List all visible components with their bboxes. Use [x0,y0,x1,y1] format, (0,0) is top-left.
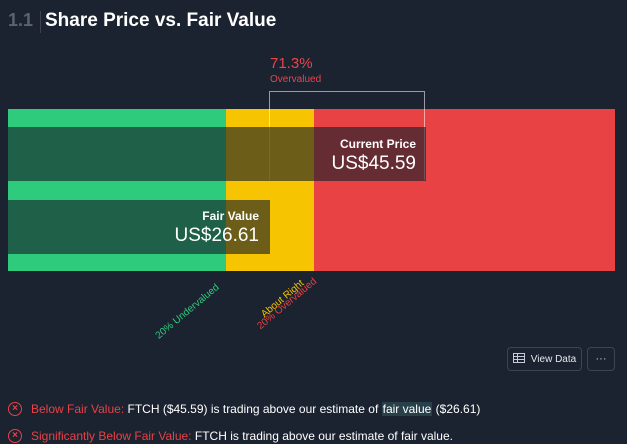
more-options-button[interactable]: ··· [587,347,615,371]
current-price-value: US$45.59 [331,153,416,174]
section-number: 1.1 [8,10,34,30]
check-significantly-below-fair-value: × Significantly Below Fair Value: FTCH i… [8,429,453,443]
fair-value-bar [8,200,270,254]
fair-value-label: Fair Value [202,209,259,223]
check-text-tail: ($26.61) [435,402,481,416]
table-icon [512,352,525,366]
view-data-label: View Data [530,353,577,365]
fair-value-value: US$26.61 [174,225,259,246]
header-divider [40,11,41,33]
overvalued-percent: 71.3% [270,55,313,72]
zone-label-undervalued: 20% Undervalued [153,282,222,342]
current-price-bar [8,127,426,181]
check-below-fair-value: × Below Fair Value: FTCH ($45.59) is tra… [8,402,480,416]
fail-x-icon: × [8,429,22,443]
view-data-button[interactable]: View Data [507,347,582,371]
page-title: Share Price vs. Fair Value [45,10,277,31]
fail-x-icon: × [8,402,22,416]
check-text: FTCH is trading above our estimate of fa… [194,429,453,443]
overvalued-label: Overvalued [270,74,322,85]
check-title: Significantly Below Fair Value: [31,429,192,443]
current-price-label: Current Price [339,137,416,151]
check-title: Below Fair Value: [31,402,125,416]
fair-value-link[interactable]: fair value [381,402,433,416]
zone-label-overvalued: 20% Overvalued [255,276,320,332]
check-text: FTCH ($45.59) is trading above our estim… [127,402,379,416]
